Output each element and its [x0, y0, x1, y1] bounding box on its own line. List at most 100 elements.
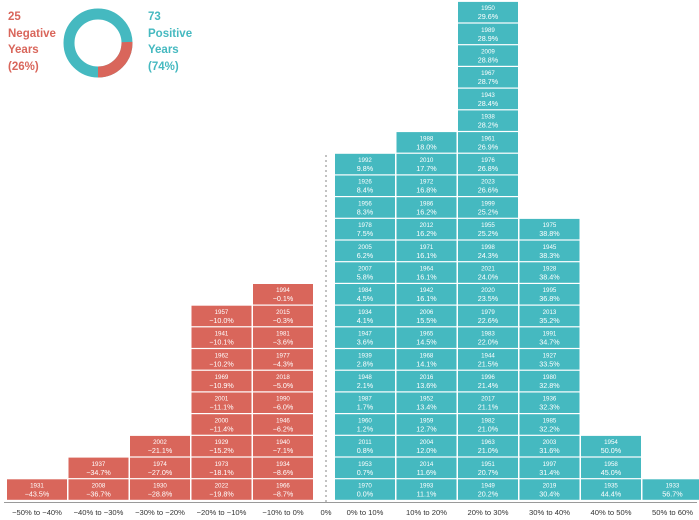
bar-cell — [396, 284, 457, 305]
cell-return: 34.7% — [539, 338, 560, 347]
cell-year: 2018 — [276, 374, 290, 381]
cell-return: −0.3% — [273, 316, 294, 325]
x-tick-label: 20% to 30% — [468, 508, 509, 517]
cell-year: 1964 — [420, 266, 434, 273]
cell-year: 1975 — [543, 222, 557, 229]
bin-0: 1931−43.5% — [7, 479, 67, 500]
cell-year: 1931 — [30, 483, 44, 490]
cell-year: 1947 — [358, 331, 372, 338]
bar-cell — [335, 240, 395, 262]
bin-4: 1966−8.7% 1934−8.6% 1940−7.1% 1946−6.2% 1990… — [253, 284, 313, 500]
cell-return: 16.1% — [416, 273, 437, 282]
bar-cell — [335, 479, 395, 500]
bar-cell — [68, 479, 129, 500]
cell-return: 36.8% — [539, 294, 560, 303]
bar-cell — [458, 1, 518, 23]
bar-cell — [458, 218, 518, 240]
cell-year: 1944 — [481, 352, 495, 359]
cell-return: 38.4% — [539, 273, 560, 282]
cell-return: 30.4% — [539, 490, 560, 499]
bar-cell — [191, 392, 252, 413]
x-tick-label: 30% to 40% — [529, 508, 570, 517]
cell-return: −0.1% — [273, 294, 294, 303]
cell-return: 22.0% — [478, 338, 499, 347]
cell-return: 16.2% — [416, 207, 437, 216]
cell-return: 28.4% — [478, 99, 499, 108]
cell-year: 1942 — [420, 287, 434, 294]
cell-return: 31.6% — [539, 446, 560, 455]
cell-return: 20.7% — [478, 468, 499, 477]
x-tick-label: −10% to 0% — [262, 508, 303, 517]
cell-year: 1946 — [276, 417, 290, 424]
bar-cell — [396, 457, 457, 479]
cell-return: 28.9% — [478, 34, 499, 43]
bar-cell — [396, 479, 457, 500]
cell-year: 1933 — [666, 483, 680, 490]
bar-cell — [335, 262, 395, 283]
bar-cell — [458, 262, 518, 283]
cell-year: 1989 — [481, 27, 495, 34]
cell-return: 8.3% — [357, 207, 374, 216]
cell-return: 16.2% — [416, 229, 437, 238]
bar-cell — [458, 414, 518, 435]
x-axis: −50% to −40% −40% to −30% −30% to −20% −20%… — [4, 502, 697, 517]
cell-return: −6.2% — [273, 424, 294, 433]
cell-return: 4.5% — [357, 294, 374, 303]
cell-return: 21.4% — [478, 381, 499, 390]
bar-cell — [335, 392, 395, 413]
bar-cell — [642, 479, 699, 500]
bar-cell — [458, 67, 518, 88]
cell-return: 25.2% — [478, 207, 499, 216]
cell-return: 14.5% — [416, 338, 437, 347]
cell-return: 15.5% — [416, 316, 437, 325]
cell-return: 7.5% — [357, 229, 374, 238]
cell-year: 1956 — [358, 200, 372, 207]
cell-return: −10.9% — [209, 381, 234, 390]
x-tick-label: −40% to −30% — [74, 508, 124, 517]
cell-return: 45.0% — [601, 468, 622, 477]
bar-cell — [396, 262, 457, 283]
x-tick-label: 10% to 20% — [406, 508, 447, 517]
bar-cell — [458, 370, 518, 392]
cell-year: 1992 — [358, 157, 372, 164]
cell-return: 33.5% — [539, 359, 560, 368]
bar-cell — [458, 435, 518, 457]
bar-cell — [191, 435, 252, 457]
bar-cell — [519, 305, 580, 327]
cell-return: 4.1% — [357, 316, 374, 325]
cell-return: 50.0% — [601, 446, 622, 455]
cell-year: 1960 — [358, 417, 372, 424]
bar-cell — [335, 435, 395, 457]
bar-cell — [396, 370, 457, 392]
bar-cell — [335, 370, 395, 392]
bar-cell — [519, 479, 580, 500]
cell-return: 11.6% — [417, 468, 437, 477]
legend-negative: 25 Negative Years (26%) — [8, 9, 56, 75]
cell-year: 1935 — [604, 483, 618, 490]
bar-cell — [458, 23, 518, 45]
cell-year: 1941 — [215, 331, 229, 338]
cell-year: 2022 — [215, 483, 229, 490]
cell-return: 16.1% — [416, 251, 437, 260]
bar-cell — [130, 435, 190, 457]
bar-cell — [253, 392, 313, 413]
cell-year: 2017 — [481, 396, 495, 403]
cell-return: −15.2% — [209, 446, 234, 455]
cell-return: 2.8% — [357, 359, 374, 368]
bar-cell — [396, 240, 457, 262]
cell-year: 2021 — [481, 266, 495, 273]
bar-cell — [191, 457, 252, 479]
cell-return: 11.1% — [417, 490, 437, 499]
cell-return: 28.2% — [478, 121, 499, 130]
cell-year: 1927 — [543, 352, 557, 359]
cell-year: 1968 — [420, 352, 434, 359]
cell-return: 32.8% — [539, 381, 560, 390]
cell-return: −28.8% — [148, 490, 173, 499]
cell-return: −27.0% — [148, 468, 173, 477]
cell-return: 2.1% — [357, 381, 374, 390]
bar-cell — [396, 175, 457, 196]
cell-year: 1950 — [481, 5, 495, 12]
